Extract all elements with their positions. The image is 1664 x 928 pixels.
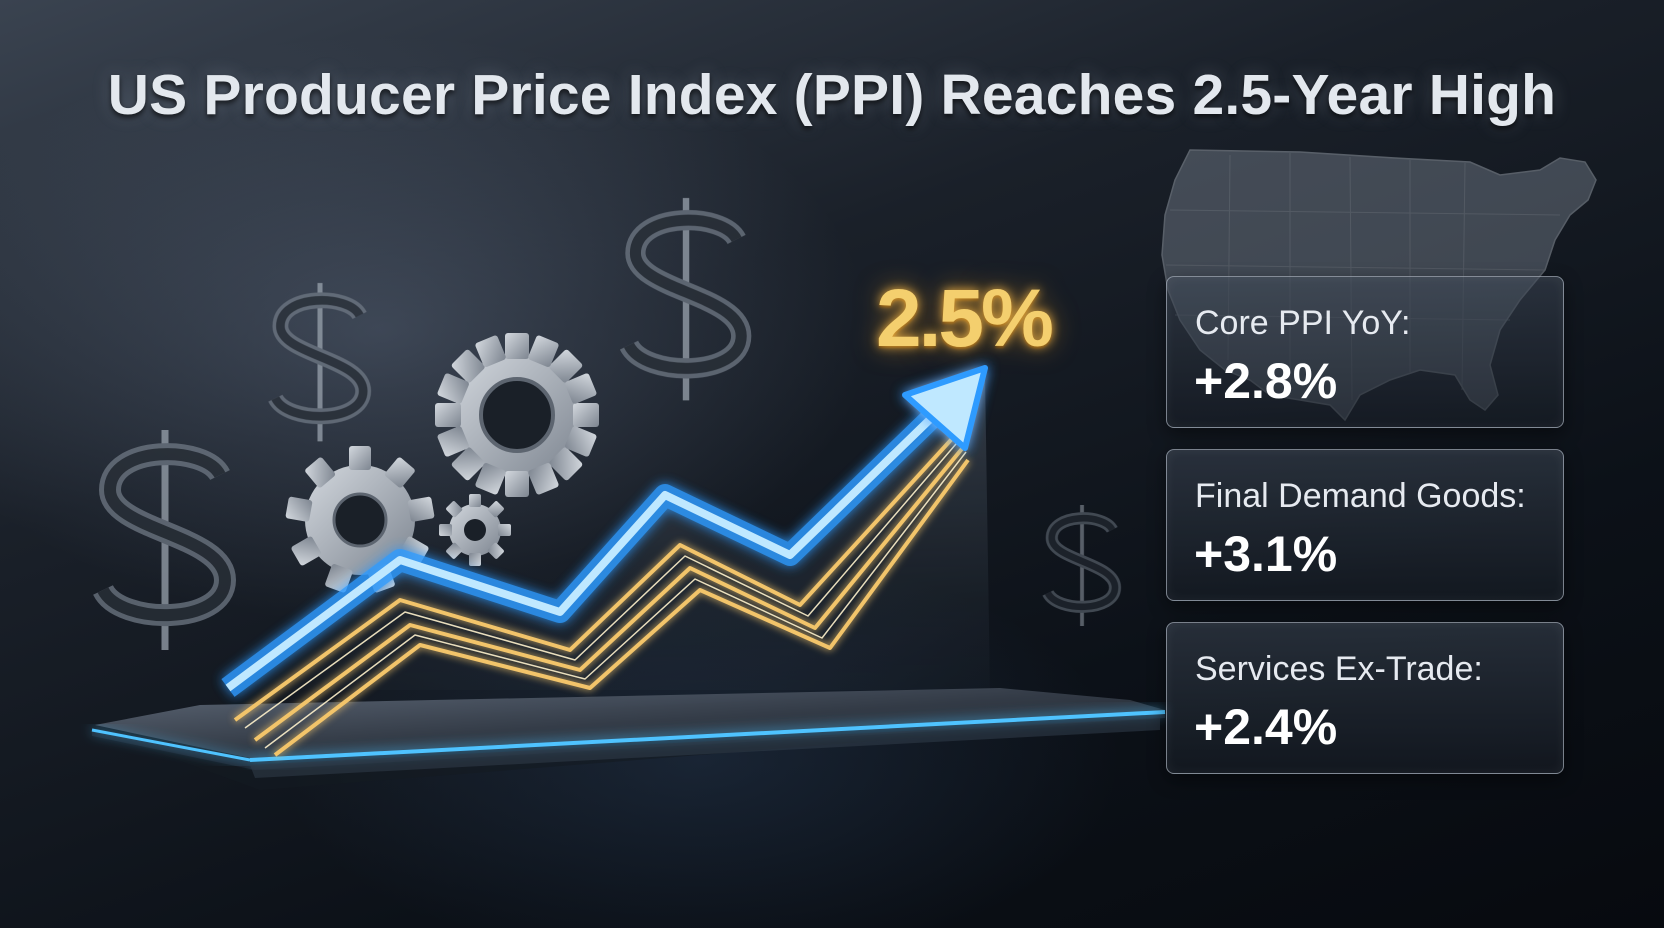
- metric-value: +2.4%: [1194, 699, 1338, 755]
- chart-area: [230, 375, 990, 690]
- dollar-sign-icon: [93, 430, 237, 650]
- metric-card-services-ex-trade: Services Ex-Trade: +2.4%: [1166, 622, 1564, 774]
- metric-cards: Core PPI YoY: +2.8% Final Demand Goods: …: [1166, 276, 1566, 795]
- metric-label: Final Demand Goods:: [1195, 477, 1526, 515]
- page-title: US Producer Price Index (PPI) Reaches 2.…: [107, 63, 1557, 127]
- metric-value: +3.1%: [1194, 526, 1338, 582]
- metric-label: Core PPI YoY:: [1195, 304, 1411, 342]
- metric-card-core-ppi: Core PPI YoY: +2.8%: [1166, 276, 1564, 428]
- metric-label: Services Ex-Trade:: [1195, 650, 1483, 688]
- chart-platform: [91, 688, 1166, 790]
- gold-trend-lines: [233, 428, 970, 757]
- dollar-sign-icon: [619, 197, 752, 401]
- arrow-up-icon: [221, 365, 988, 697]
- gear-icon: [439, 494, 511, 566]
- gear-icon: [285, 446, 435, 593]
- highlight-value: 2.5%: [876, 273, 1054, 364]
- dollar-sign-icon: [1042, 504, 1122, 627]
- gear-icon: [435, 333, 599, 497]
- metric-card-final-demand-goods: Final Demand Goods: +3.1%: [1166, 449, 1564, 601]
- metric-value: +2.8%: [1194, 353, 1338, 409]
- dollar-sign-icon: [268, 283, 372, 442]
- dollar-signs: [93, 197, 1122, 650]
